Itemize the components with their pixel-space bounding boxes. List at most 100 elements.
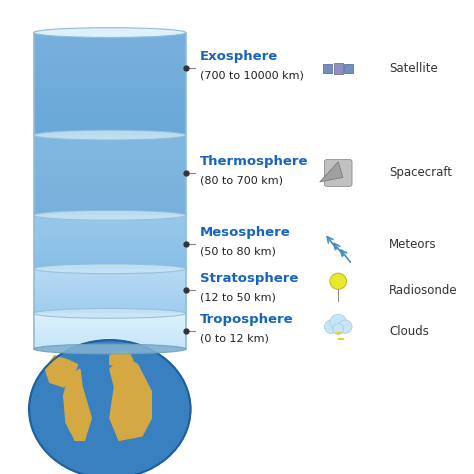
Polygon shape [45, 356, 78, 387]
Bar [34, 267, 186, 269]
Bar [34, 48, 186, 51]
Bar [34, 330, 186, 331]
Bar [34, 281, 186, 282]
Bar [34, 298, 186, 299]
Bar [34, 189, 186, 191]
Bar [34, 266, 186, 267]
Bar [34, 84, 186, 86]
Bar [34, 301, 186, 302]
Bar [34, 308, 186, 309]
Bar [34, 107, 186, 109]
Text: Radiosonde: Radiosonde [389, 283, 457, 297]
Bar [34, 336, 186, 337]
Bar [34, 250, 186, 251]
Bar [34, 233, 186, 234]
Bar [34, 234, 186, 236]
Bar [34, 73, 186, 76]
Bar [34, 201, 186, 203]
Bar [34, 91, 186, 94]
Bar [34, 253, 186, 254]
Bar [34, 193, 186, 195]
Bar [34, 115, 186, 117]
Bar [34, 264, 186, 265]
Bar [34, 130, 186, 133]
Text: Meteors: Meteors [389, 238, 437, 251]
Bar [34, 297, 186, 298]
Bar [34, 86, 186, 89]
Bar [34, 175, 186, 177]
Bar [34, 153, 186, 155]
Bar [34, 342, 186, 343]
Bar [34, 345, 186, 346]
Bar [34, 322, 186, 323]
Bar [34, 307, 186, 308]
Bar [34, 128, 186, 130]
Bar [34, 159, 186, 161]
Bar [34, 71, 186, 73]
Bar [34, 310, 186, 311]
Bar [34, 195, 186, 197]
Bar [34, 262, 186, 264]
Text: (12 to 50 km): (12 to 50 km) [200, 292, 276, 302]
Bar [34, 324, 186, 325]
Bar [34, 117, 186, 120]
Bar [34, 33, 186, 35]
Bar [34, 283, 186, 284]
Bar [34, 295, 186, 297]
Bar [34, 279, 186, 280]
Ellipse shape [34, 130, 186, 140]
Bar [34, 292, 186, 293]
Text: Troposphere: Troposphere [200, 313, 293, 326]
Bar [34, 46, 186, 48]
Bar [34, 340, 186, 341]
Bar [34, 313, 186, 314]
Bar [34, 249, 186, 250]
Circle shape [338, 320, 352, 333]
Ellipse shape [34, 27, 186, 37]
Bar [34, 223, 186, 225]
Bar [34, 328, 186, 329]
Bar [34, 167, 186, 169]
Bar [34, 38, 186, 40]
Bar [34, 210, 186, 211]
Bar [34, 347, 186, 348]
Bar [34, 89, 186, 91]
Bar [34, 133, 186, 135]
Bar [34, 149, 186, 151]
Polygon shape [110, 356, 151, 440]
Bar [34, 271, 186, 272]
Bar [34, 348, 186, 349]
Bar [34, 319, 186, 320]
Text: Mesosphere: Mesosphere [200, 226, 291, 239]
Bar [34, 222, 186, 223]
Bar [34, 181, 186, 183]
Bar [34, 309, 186, 310]
Bar [34, 257, 186, 258]
Bar [34, 145, 186, 147]
Bar [34, 68, 186, 71]
Bar [34, 303, 186, 304]
Bar [34, 43, 186, 46]
Bar [34, 338, 186, 339]
Bar [34, 294, 186, 295]
Bar [34, 237, 186, 238]
Bar [34, 334, 186, 335]
Bar [34, 151, 186, 153]
Bar [34, 199, 186, 201]
Bar [34, 219, 186, 221]
Bar [34, 299, 186, 300]
Ellipse shape [34, 264, 186, 273]
Circle shape [330, 314, 346, 330]
Bar [34, 137, 186, 139]
Bar [34, 285, 186, 287]
Text: Spacecraft: Spacecraft [389, 166, 452, 180]
Bar [34, 251, 186, 253]
Bar [34, 141, 186, 143]
Bar [34, 120, 186, 122]
Bar [34, 273, 186, 274]
Bar [34, 288, 186, 289]
Text: Satellite: Satellite [389, 62, 438, 75]
Ellipse shape [34, 309, 186, 318]
Bar [34, 231, 186, 233]
Bar [34, 314, 186, 315]
